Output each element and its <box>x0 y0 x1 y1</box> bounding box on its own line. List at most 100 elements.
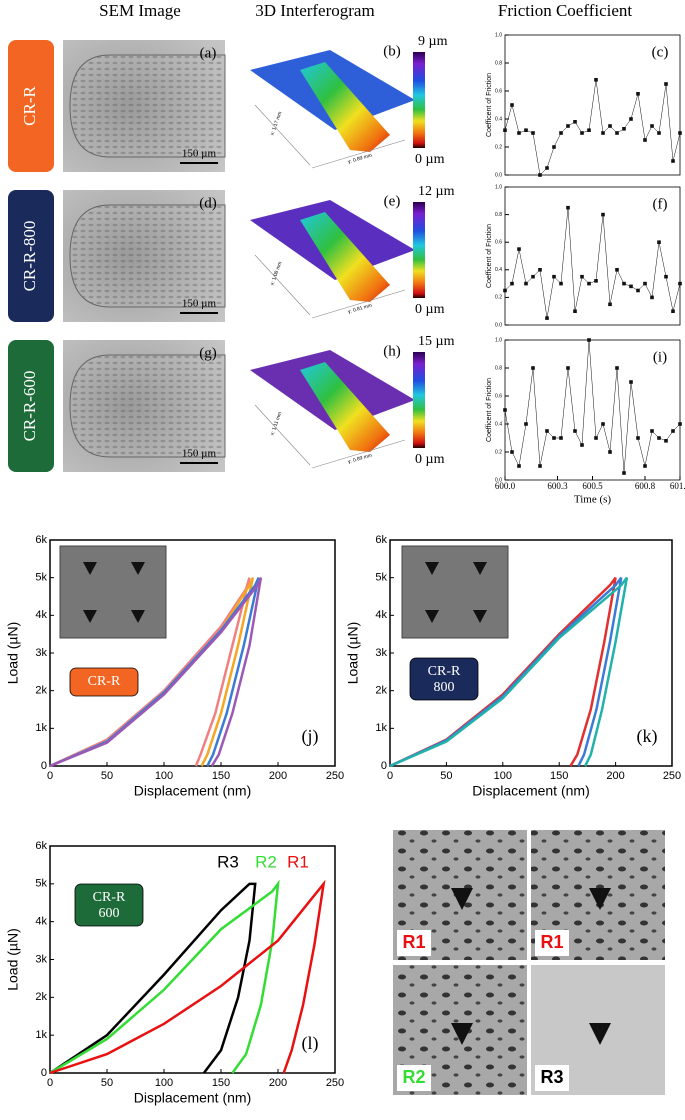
marker <box>622 281 626 286</box>
marker <box>622 471 626 475</box>
x-tick-label: 250 <box>326 1077 344 1089</box>
micrograph-label: R1 <box>540 932 563 952</box>
marker <box>559 131 563 135</box>
y-tick-label: 0.4 <box>495 421 502 427</box>
marker <box>608 302 612 307</box>
indent <box>131 562 145 575</box>
x-tick-label: 250 <box>326 770 344 782</box>
colorbar-max: 15 µm <box>418 334 455 349</box>
marker <box>531 274 535 279</box>
y-tick-label: 3k <box>35 647 47 659</box>
y-tick-label: 1k <box>35 1029 47 1041</box>
x-tick-label: 0 <box>387 770 393 782</box>
indent <box>425 610 439 623</box>
x-tick-label: 100 <box>494 770 512 782</box>
marker <box>671 159 675 163</box>
y-tick-label: 3k <box>35 953 47 965</box>
y-tick-label: 0 <box>41 1067 47 1079</box>
indent <box>131 610 145 623</box>
x-tick-label: 0 <box>47 1077 53 1089</box>
marker <box>573 120 577 124</box>
marker <box>657 436 661 440</box>
axis-x <box>254 104 311 166</box>
marker <box>587 128 591 132</box>
plot-frame <box>504 186 681 326</box>
y-tick-label: 6k <box>35 840 47 852</box>
marker <box>503 408 507 412</box>
axis-x <box>254 404 311 466</box>
x-axis-label: Time (s) <box>574 494 612 506</box>
y-tick-label: 0.8 <box>495 60 502 66</box>
interferogram-trough <box>300 362 390 452</box>
marker <box>566 124 570 128</box>
marker <box>636 288 640 293</box>
y-tick-label: 4k <box>35 609 47 621</box>
colorbar-min: 0 µm <box>415 302 445 317</box>
marker <box>664 439 668 443</box>
marker <box>517 247 521 251</box>
panel-label: (i) <box>653 349 667 365</box>
wear-track <box>69 354 226 458</box>
y-tick-label: 0.6 <box>495 240 502 246</box>
axis-y <box>311 139 406 169</box>
indent <box>473 562 487 575</box>
panel-label: (k) <box>637 726 658 747</box>
indent <box>473 610 487 623</box>
marker <box>531 131 535 135</box>
annotation: 800 <box>434 680 455 695</box>
y-tick-label: 5k <box>35 878 47 890</box>
x-axis-label: Displacement (nm) <box>472 783 589 799</box>
marker <box>643 281 647 286</box>
indent <box>451 1023 473 1045</box>
marker <box>587 281 591 286</box>
panel-label: (d) <box>199 195 217 211</box>
series-line <box>504 339 681 474</box>
y-tick-label: 0.4 <box>495 116 502 122</box>
column-header: Friction Coefficient <box>498 1 633 20</box>
annotation-box <box>69 667 139 697</box>
marker <box>566 366 570 370</box>
y-tick-label: 6k <box>375 534 387 546</box>
row-label: CR-R <box>20 86 39 126</box>
row-label-box <box>8 40 54 172</box>
marker <box>510 450 514 454</box>
y-axis-label: Load (µN) <box>5 622 21 685</box>
y-tick-label: 0.0 <box>495 477 502 483</box>
x-tick-label: 600.5 <box>582 481 603 491</box>
colorbar-max: 12 µm <box>418 184 455 199</box>
marker <box>559 436 563 440</box>
x-tick-label: 150 <box>550 770 568 782</box>
marker <box>538 464 542 468</box>
y-tick-label: 1k <box>375 722 387 734</box>
label-box <box>397 930 431 956</box>
y-tick-label: 1.0 <box>495 32 502 38</box>
marker <box>524 422 528 426</box>
marker <box>650 429 654 433</box>
series-line <box>49 577 263 768</box>
colorbar-max: 9 µm <box>418 34 448 49</box>
marker <box>615 366 619 370</box>
colorbar-min: 0 µm <box>415 452 445 467</box>
y-tick-label: 2k <box>35 991 47 1003</box>
y-tick-label: 0.2 <box>495 144 502 150</box>
x-tick-label: 0 <box>47 770 53 782</box>
marker <box>524 128 528 132</box>
marker <box>671 429 675 433</box>
x-tick-label: 50 <box>101 1077 113 1089</box>
series-label: R3 <box>217 852 239 871</box>
marker <box>678 281 682 286</box>
y-axis-label: Load (µN) <box>345 622 361 685</box>
marker <box>615 268 619 272</box>
indent <box>83 562 97 575</box>
column-header: SEM Image <box>99 1 181 20</box>
row-label: CR-R-600 <box>20 371 39 442</box>
indent <box>83 610 97 623</box>
x-tick-label: 601.0 <box>670 481 685 491</box>
y-tick-label: 2k <box>35 685 47 697</box>
axis-x <box>254 254 311 316</box>
marker <box>573 309 577 313</box>
panel-label: (h) <box>383 343 401 359</box>
marker <box>559 281 563 286</box>
scale-bar-label: 150 µm <box>182 298 217 310</box>
marker <box>629 380 633 384</box>
